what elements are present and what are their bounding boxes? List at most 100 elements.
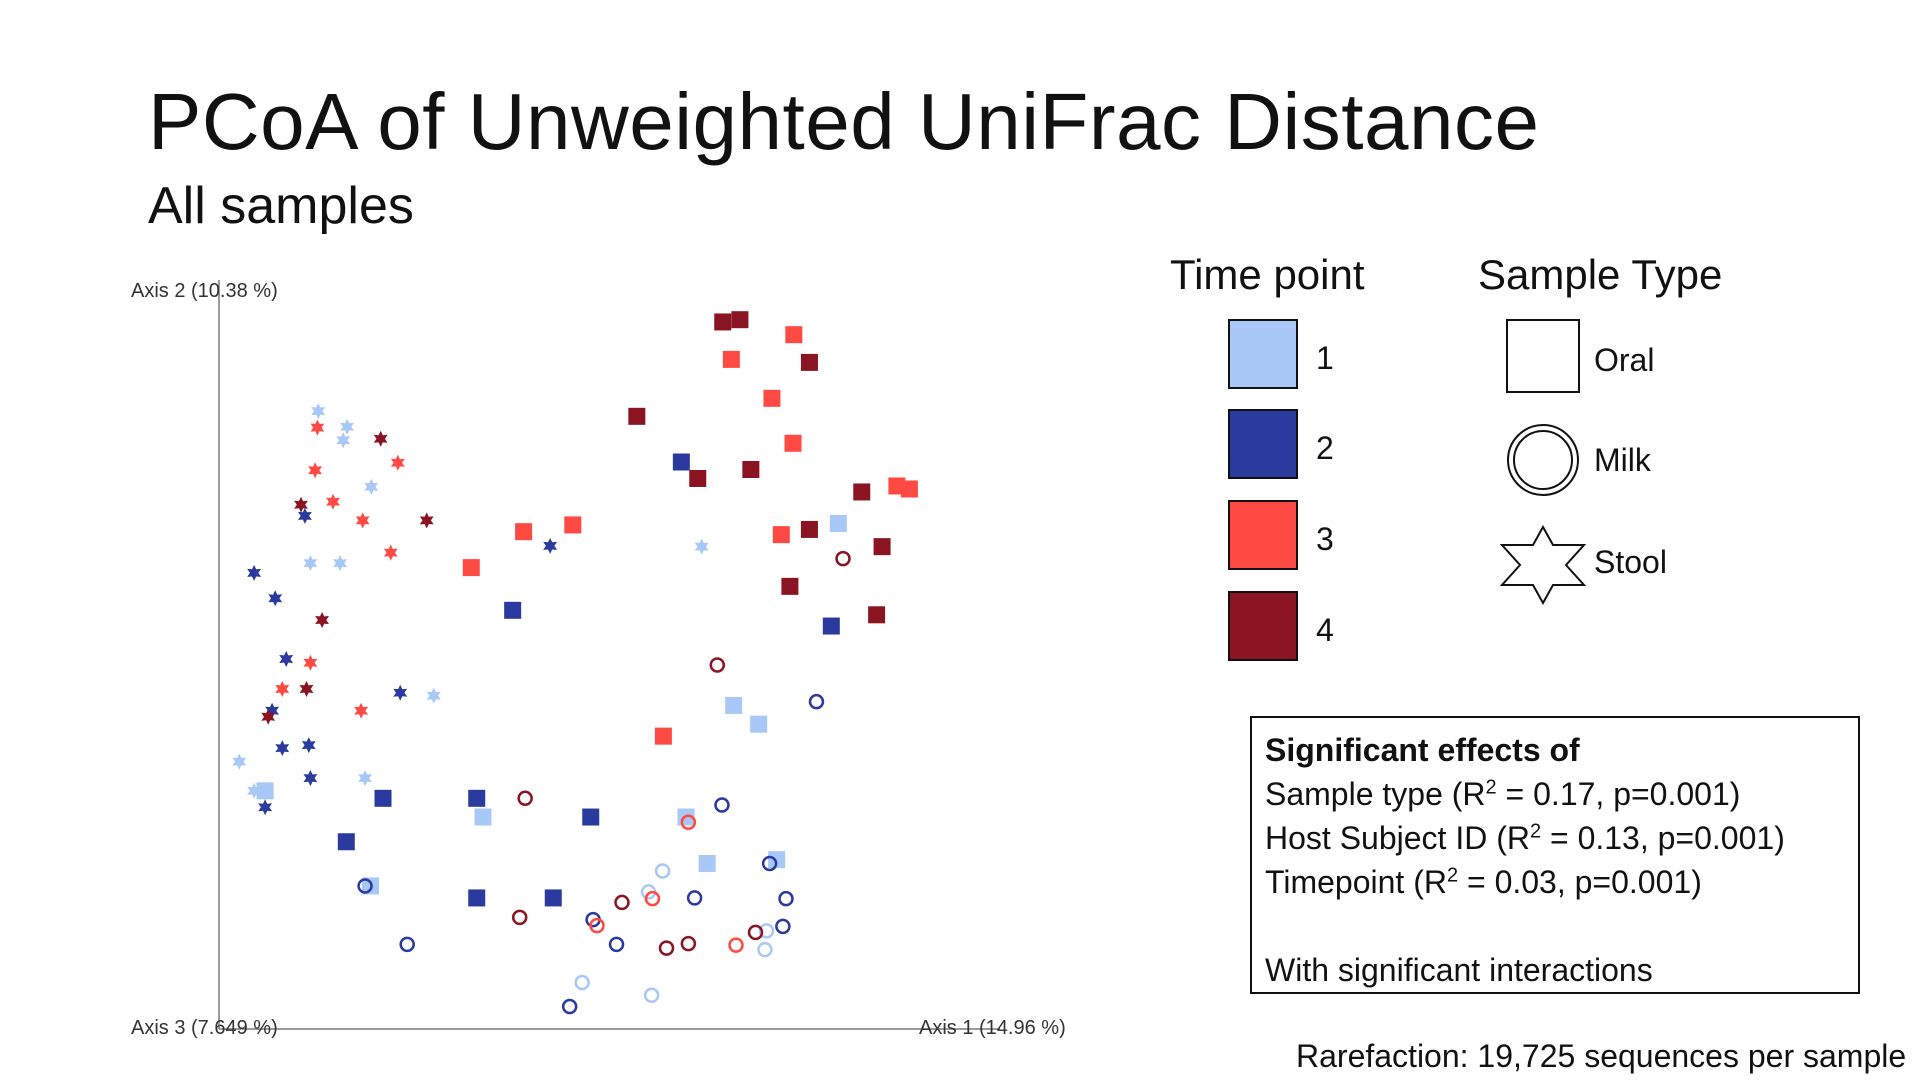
- axis-3-label: Axis 3 (7.649 %): [131, 1017, 278, 1039]
- milk-point: [608, 936, 625, 953]
- milk-point: [357, 878, 373, 894]
- slide-subtitle: All samples: [148, 177, 414, 235]
- milk-point: [778, 890, 794, 907]
- legend-swatch-tp1: [1228, 319, 1298, 389]
- slide-title: PCoA of Unweighted UniFrac Distance: [148, 77, 1540, 166]
- stool-point: [390, 454, 405, 471]
- oral-point: [564, 516, 582, 534]
- oral-point: [750, 715, 768, 733]
- stool-point: [310, 419, 325, 436]
- milk-point: [643, 987, 660, 1004]
- oral-point: [582, 808, 600, 826]
- oral-point: [868, 606, 886, 624]
- milk-point: [517, 790, 533, 807]
- milk-point: [654, 863, 671, 879]
- stat-line-text: Sample type (R: [1265, 776, 1486, 812]
- legend-label-oral: Oral: [1594, 342, 1655, 378]
- milk-point: [761, 855, 778, 872]
- milk-point: [589, 917, 605, 934]
- stool-point: [301, 737, 316, 754]
- stat-line-superscript: 2: [1446, 864, 1459, 887]
- stool-point: [298, 507, 312, 524]
- oral-point: [337, 833, 355, 851]
- milk-point: [644, 890, 661, 907]
- legend-label-stool: Stool: [1594, 544, 1667, 580]
- circle-icon: [1507, 424, 1579, 496]
- legend-swatch-tp4: [1228, 591, 1298, 661]
- legend-timepoint-title: Time point: [1170, 251, 1365, 298]
- oral-point: [504, 601, 522, 619]
- stool-point: [358, 770, 372, 787]
- oral-point: [654, 727, 672, 745]
- oral-point: [544, 889, 562, 907]
- rarefaction-footnote: Rarefaction: 19,725 sequences per sample: [1296, 1038, 1907, 1074]
- oral-point: [468, 789, 486, 807]
- stat-line-timepoint: Timepoint (R2 = 0.03, p=0.001): [1265, 860, 1845, 904]
- stool-point: [303, 555, 318, 572]
- stool-point: [303, 654, 318, 671]
- stat-line-text: Timepoint (R: [1265, 864, 1447, 900]
- oral-point: [462, 559, 480, 577]
- spacer: [1265, 904, 1845, 948]
- stat-line-text: Host Subject ID (R: [1265, 820, 1530, 856]
- oral-point: [256, 782, 274, 800]
- stool-point: [694, 538, 709, 555]
- oral-point: [672, 453, 690, 471]
- stat-line-host-subject: Host Subject ID (R2 = 0.13, p=0.001): [1265, 816, 1845, 860]
- milk-point: [709, 657, 726, 673]
- oral-point: [714, 313, 732, 331]
- legend-swatch-tp2: [1228, 409, 1298, 479]
- legend-swatch-tp3: [1228, 500, 1298, 570]
- milk-point: [686, 890, 703, 906]
- axis-2-label: Axis 2 (10.38 %): [131, 280, 278, 302]
- stool-point: [299, 681, 314, 697]
- oral-point: [763, 389, 781, 407]
- oral-point: [785, 326, 803, 344]
- stool-point: [258, 799, 272, 816]
- axis-1-label: Axis 1 (14.96 %): [919, 1017, 1066, 1039]
- pcoa-scatter-plot: Axis 2 (10.38 %) Axis 3 (7.649 %) Axis 1…: [131, 280, 1066, 1039]
- legend-label-tp3: 3: [1316, 521, 1334, 557]
- stool-point: [364, 478, 379, 495]
- stool-point: [354, 702, 369, 719]
- significance-heading: Significant effects of: [1265, 732, 1580, 768]
- stat-line-superscript: 2: [1529, 820, 1542, 843]
- legend-label-tp1: 1: [1316, 340, 1334, 376]
- milk-point: [658, 940, 675, 956]
- stool-point: [279, 651, 294, 667]
- oral-point: [742, 460, 760, 478]
- oral-point: [822, 617, 840, 635]
- stool-point: [426, 687, 441, 704]
- stool-point: [232, 753, 247, 770]
- oral-point: [689, 469, 707, 487]
- legend-sampletype-title: Sample Type: [1478, 251, 1723, 298]
- stool-point: [275, 740, 290, 757]
- stool-point: [275, 681, 290, 697]
- stool-point: [261, 708, 276, 725]
- stool-point: [247, 564, 262, 581]
- stool-point: [311, 403, 326, 420]
- stool-point: [268, 590, 283, 607]
- stool-point: [373, 430, 388, 447]
- oral-point: [374, 789, 392, 807]
- stool-point: [543, 537, 558, 554]
- oral-point: [468, 889, 486, 907]
- milk-point: [680, 814, 697, 831]
- stool-point: [326, 493, 340, 510]
- oral-point: [698, 854, 716, 872]
- milk-point: [511, 909, 528, 926]
- stool-point: [294, 496, 308, 513]
- stool-point: [333, 555, 347, 572]
- milk-point: [561, 998, 578, 1015]
- milk-point: [714, 797, 730, 813]
- oral-point: [474, 808, 492, 826]
- oral-point: [784, 434, 802, 452]
- oral-point: [772, 526, 790, 544]
- stat-line-text: = 0.17, p=0.001): [1496, 776, 1741, 812]
- significance-box: Significant effects of Sample type (R2 =…: [1250, 716, 1860, 994]
- milk-point: [399, 936, 415, 953]
- milk-point: [728, 937, 744, 953]
- stool-point: [383, 544, 398, 561]
- milk-point: [835, 550, 851, 567]
- stat-line-sample-type: Sample type (R2 = 0.17, p=0.001): [1265, 772, 1845, 816]
